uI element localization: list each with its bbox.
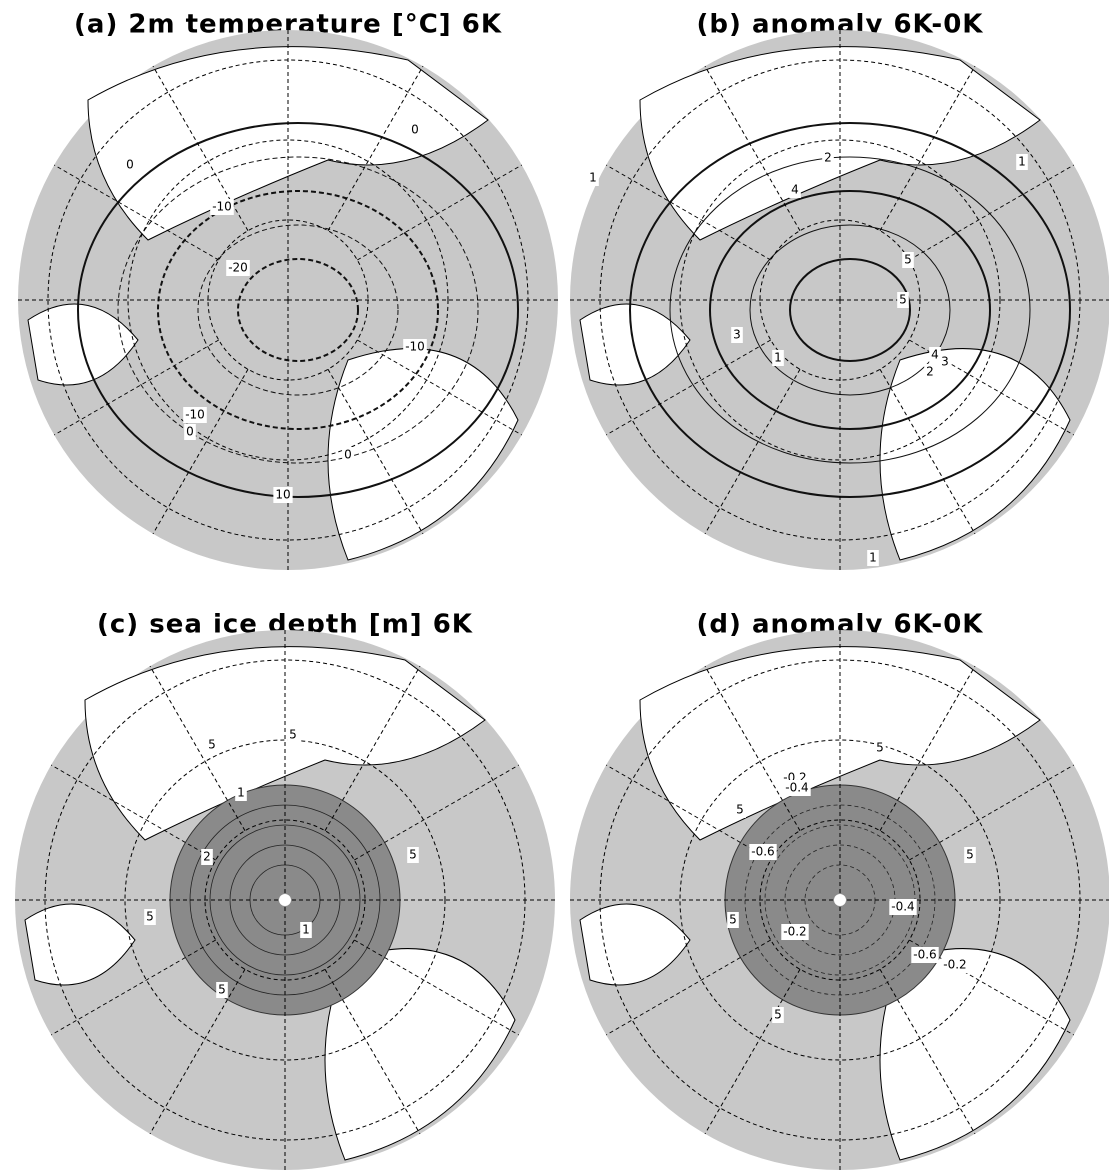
contour-label: -0.4 [785,781,808,795]
contour-label: -10 [185,408,205,422]
contour-label: 4 [931,348,939,362]
contour-label: 2 [824,151,832,165]
contour-label: 5 [904,253,912,267]
map-panel: (a) 2m temperature [°C] 6K00-10-20-10-10… [18,10,558,571]
contour-label: 5 [899,293,907,307]
contour-label: 2 [203,850,211,864]
contour-label: -10 [405,340,425,354]
contour-label: 1 [302,923,310,937]
contour-label: 1 [774,351,782,365]
map-panel: (b) anomaly 6K-0K112455314321 [570,10,1109,571]
contour-label: 10 [275,488,290,502]
contour-label: 1 [1018,155,1026,169]
contour-label: -0.6 [751,845,774,859]
contour-label: 1 [589,171,597,185]
pole-marker [834,894,846,906]
contour-label: 5 [774,1008,782,1022]
contour-label: 0 [186,425,194,439]
contour-label: 5 [409,848,417,862]
contour-label: 0 [344,448,352,462]
contour-label: -20 [228,261,248,275]
contour-label: -0.2 [943,958,966,972]
contour-label: -0.6 [913,948,936,962]
contour-label: 5 [729,913,737,927]
contour-label: 0 [411,123,419,137]
contour-label: -10 [212,200,232,214]
contour-label: 5 [966,848,974,862]
contour-label: 5 [208,738,216,752]
contour-label: 5 [289,728,297,742]
contour-label: -0.4 [891,900,914,914]
contour-label: 5 [876,741,884,755]
contour-label: 3 [733,328,741,342]
contour-label: -0.2 [783,925,806,939]
contour-label: 1 [237,786,245,800]
contour-label: 4 [791,183,799,197]
contour-label: 5 [146,910,154,924]
contour-label: 1 [869,551,877,565]
figure: (a) 2m temperature [°C] 6K00-10-20-10-10… [0,0,1109,1175]
contour-label: 5 [736,803,744,817]
pole-marker [279,894,291,906]
contour-label: 5 [218,983,226,997]
contour-label: 2 [926,365,934,379]
contour-label: 0 [126,158,134,172]
contour-label: 3 [941,355,949,369]
